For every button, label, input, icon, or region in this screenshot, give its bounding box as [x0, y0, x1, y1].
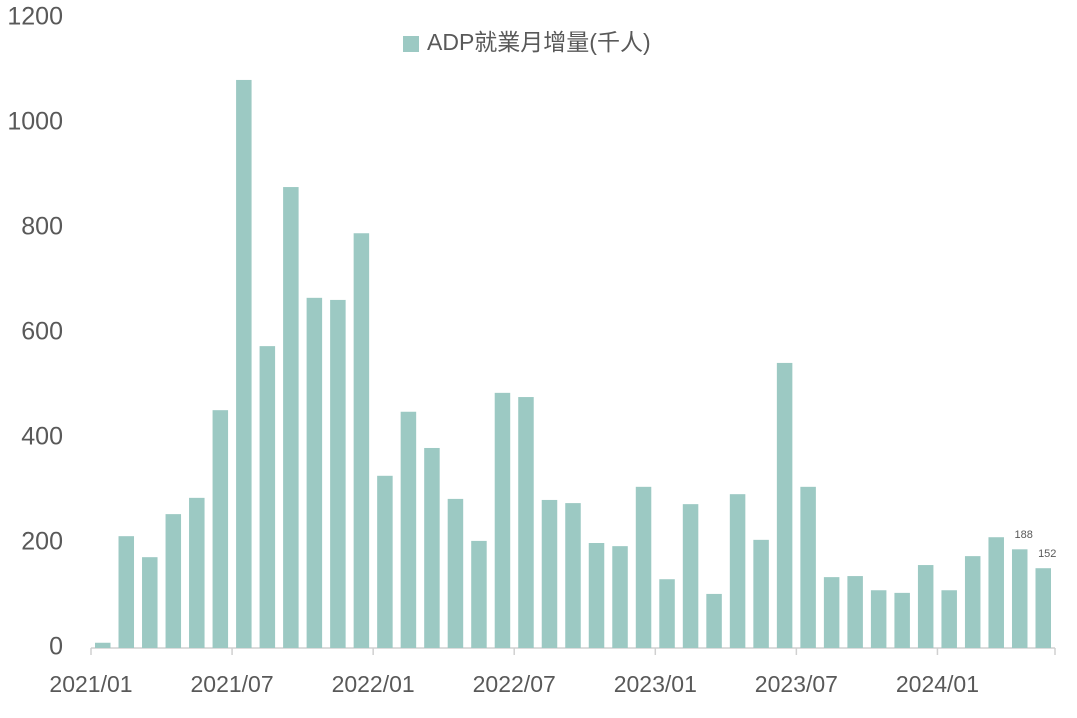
x-tick-label: 2024/01: [896, 671, 979, 697]
bar: [682, 504, 699, 648]
bar: [377, 475, 393, 648]
data-label: 152: [1038, 548, 1056, 560]
y-tick-label: 0: [49, 633, 63, 661]
bar: [471, 540, 487, 648]
y-tick-label: 200: [21, 528, 63, 556]
bar: [588, 543, 605, 648]
bar: [494, 392, 511, 648]
x-tick-label: 2022/01: [332, 671, 415, 697]
bar: [635, 486, 652, 648]
y-tick-label: 400: [21, 423, 63, 451]
x-tick-label: 2023/01: [614, 671, 697, 697]
data-label: 188: [1015, 529, 1033, 541]
bar: [894, 592, 910, 648]
bar: [259, 346, 276, 648]
bar: [706, 593, 722, 648]
bar: [941, 590, 957, 648]
bar: [776, 362, 793, 648]
bar: [612, 546, 628, 648]
bar: [729, 494, 746, 648]
bar: [823, 577, 840, 648]
bar: [95, 642, 111, 648]
bar: [189, 497, 205, 648]
bar: [165, 514, 182, 648]
bar: [988, 537, 1004, 648]
bar: [565, 503, 581, 648]
bar: [400, 411, 417, 648]
y-tick-label: 1000: [7, 108, 63, 136]
bar: [1035, 568, 1051, 648]
bar: [118, 536, 135, 648]
bar: [659, 579, 675, 648]
bar: [753, 539, 769, 648]
bar: [330, 299, 346, 648]
bar: [283, 187, 299, 649]
bar: [142, 557, 158, 648]
y-tick-label: 1200: [7, 3, 63, 31]
bar: [447, 498, 464, 648]
bar: [518, 397, 534, 648]
legend-label: ADP就業月增量(千人): [427, 29, 651, 55]
y-tick-label: 600: [21, 318, 63, 346]
bar: [870, 590, 887, 648]
bar: [306, 297, 323, 648]
x-tick-label: 2022/07: [473, 671, 556, 697]
x-tick-label: 2023/07: [755, 671, 838, 697]
bar: [847, 576, 863, 648]
y-tick-label: 800: [21, 213, 63, 241]
legend-swatch: [403, 36, 419, 52]
bar: [424, 447, 440, 648]
x-tick-label: 2021/01: [49, 671, 132, 697]
bar: [212, 410, 229, 648]
bar: [964, 556, 981, 648]
x-tick-label: 2021/07: [191, 671, 274, 697]
bar: [541, 499, 558, 648]
bar: [917, 565, 934, 648]
bar: [236, 79, 252, 648]
bar: [353, 233, 370, 648]
bar: [800, 486, 816, 648]
bar: [1011, 549, 1028, 648]
